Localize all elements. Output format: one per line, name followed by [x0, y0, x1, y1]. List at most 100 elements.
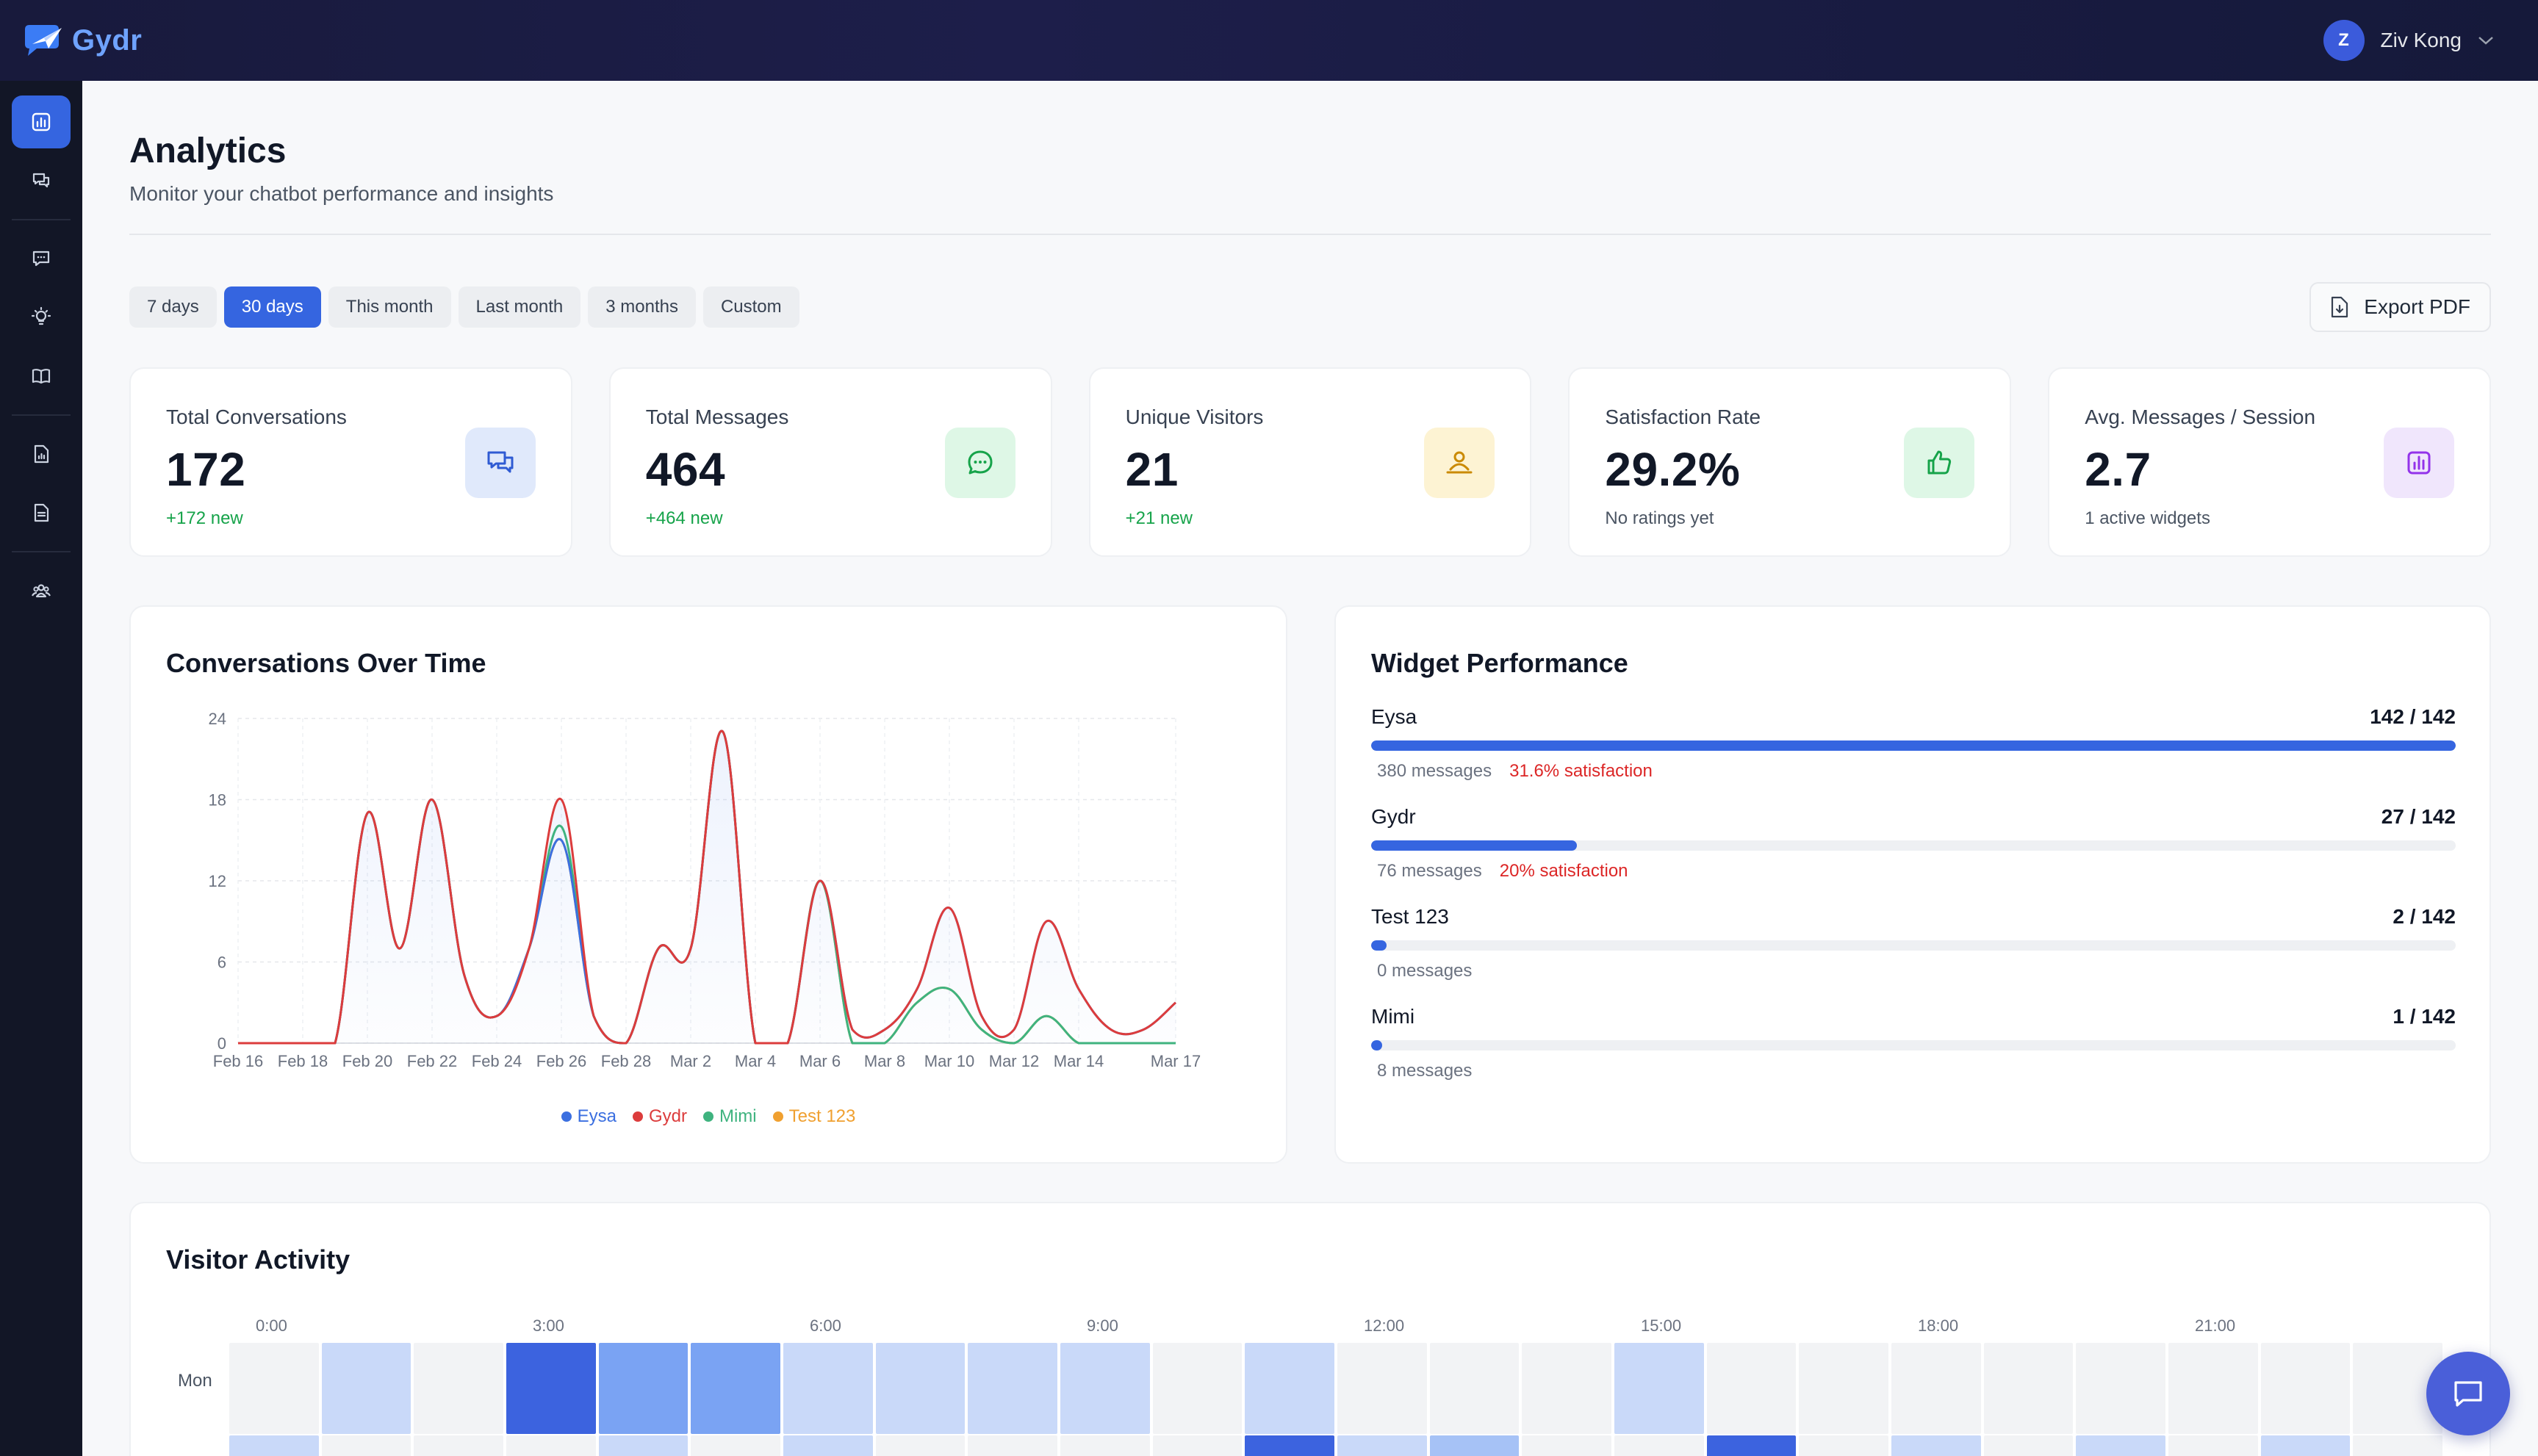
legend-item-test-123[interactable]: Test 123: [772, 1106, 855, 1127]
heatmap-cell[interactable]: [598, 1343, 689, 1434]
range-custom[interactable]: Custom: [702, 286, 799, 328]
heatmap-cell[interactable]: [1337, 1435, 1427, 1456]
conversations-line-chart[interactable]: 0 6 12 18 24 Feb 16 Feb 18 Feb 20 Feb 22 Feb 24 Fe…: [131, 607, 1289, 1106]
heatmap-cell[interactable]: [691, 1435, 780, 1456]
heatmap-cell[interactable]: [1799, 1435, 1888, 1456]
heatmap-cell[interactable]: [321, 1435, 411, 1456]
users-icon: [32, 584, 51, 598]
heatmap-cell[interactable]: [1152, 1435, 1243, 1456]
widget-name: Gydr: [1371, 805, 1416, 828]
sidebar-item-knowledge[interactable]: [12, 350, 71, 403]
heatmap-cell[interactable]: [2168, 1343, 2258, 1434]
heatmap-cell[interactable]: [2260, 1343, 2351, 1434]
heatmap-cell[interactable]: [2076, 1343, 2165, 1434]
heatmap-cell[interactable]: [1706, 1435, 1797, 1456]
heatmap-cell[interactable]: [2168, 1435, 2258, 1456]
heatmap-cell[interactable]: [1891, 1435, 1981, 1456]
heatmap-cell[interactable]: [968, 1435, 1057, 1456]
heatmap-cell[interactable]: [1522, 1435, 1611, 1456]
sidebar-item-reports[interactable]: [12, 428, 71, 480]
heatmap-cell[interactable]: [506, 1435, 596, 1456]
heatmap-cell[interactable]: [1614, 1343, 1704, 1434]
brand-logo[interactable]: Gydr: [22, 22, 142, 59]
stat-note: No ratings yet: [1605, 508, 1714, 528]
heatmap-cell[interactable]: [229, 1435, 319, 1456]
heatmap-cell[interactable]: [506, 1343, 596, 1434]
y-tick-label: 12: [209, 872, 226, 890]
sidebar-item-analytics[interactable]: [12, 95, 71, 148]
widget-progress-fill: [1371, 940, 1387, 951]
user-name[interactable]: Ziv Kong: [2380, 29, 2462, 51]
export-pdf-label: Export PDF: [2364, 295, 2470, 318]
hour-label: 21:00: [2195, 1316, 2236, 1335]
book-icon: [32, 369, 51, 384]
heatmap-cell[interactable]: [321, 1343, 411, 1434]
x-tick-label: Feb 18: [278, 1052, 328, 1070]
sidebar-item-team[interactable]: [12, 564, 71, 617]
legend-item-gydr[interactable]: Gydr: [632, 1106, 687, 1127]
range-3-months[interactable]: 3 months: [588, 286, 696, 328]
x-tick-label: Mar 17: [1151, 1052, 1201, 1070]
heatmap-cell[interactable]: [875, 1435, 966, 1456]
logo-icon: [25, 25, 62, 56]
heatmap-cell[interactable]: [1060, 1343, 1150, 1434]
chevron-down-icon[interactable]: [2478, 35, 2494, 46]
widget-progress-track: [1371, 840, 2456, 851]
heatmap-cell[interactable]: [1891, 1343, 1981, 1434]
heatmap-cell[interactable]: [1245, 1435, 1334, 1456]
range-this-month[interactable]: This month: [328, 286, 451, 328]
legend-item-mimi[interactable]: Mimi: [702, 1106, 757, 1127]
sidebar-item-conversations[interactable]: [12, 154, 71, 207]
widget-row-test-123[interactable]: Test 123 2 / 142 0 messages: [1371, 905, 2456, 981]
widget-performance-title: Widget Performance: [1371, 648, 1628, 678]
widget-progress-fill: [1371, 740, 2456, 751]
heatmap-cell[interactable]: [598, 1435, 689, 1456]
document-icon: [34, 503, 49, 522]
range-7-days[interactable]: 7 days: [129, 286, 217, 328]
sidebar-item-documents[interactable]: [12, 486, 71, 539]
user-menu[interactable]: Z Ziv Kong: [2323, 20, 2495, 61]
chat-launcher-button[interactable]: [2426, 1352, 2510, 1435]
heatmap-cell[interactable]: [1245, 1343, 1334, 1434]
visitor-activity-card: Visitor Activity 0:00 3:00 6:00 9:00 12:00 15…: [129, 1202, 2491, 1456]
heatmap-cell[interactable]: [2260, 1435, 2351, 1456]
legend-label: Mimi: [719, 1106, 757, 1126]
heatmap-cell[interactable]: [691, 1343, 780, 1434]
heatmap-cell[interactable]: [229, 1343, 319, 1434]
heatmap-cell[interactable]: [1983, 1435, 2074, 1456]
heatmap-cell[interactable]: [783, 1435, 873, 1456]
heatmap-cell[interactable]: [414, 1343, 503, 1434]
heatmap-cell[interactable]: [1152, 1343, 1243, 1434]
sidebar-item-messages[interactable]: [12, 232, 71, 285]
x-tick-label: Mar 2: [670, 1052, 711, 1070]
heatmap-cell[interactable]: [783, 1343, 873, 1434]
heatmap-cell[interactable]: [1522, 1343, 1611, 1434]
heatmap-cell[interactable]: [1983, 1343, 2074, 1434]
heatmap-cell[interactable]: [1429, 1435, 1520, 1456]
heatmap-cell[interactable]: [968, 1343, 1057, 1434]
avatar[interactable]: Z: [2323, 20, 2365, 61]
hour-label: 15:00: [1641, 1316, 1682, 1335]
legend-label: Gydr: [648, 1106, 687, 1126]
heatmap-cell[interactable]: [1706, 1343, 1797, 1434]
heatmap-cell[interactable]: [414, 1435, 503, 1456]
heatmap-cell[interactable]: [2076, 1435, 2165, 1456]
heatmap-cell[interactable]: [1429, 1343, 1520, 1434]
range-last-month[interactable]: Last month: [458, 286, 581, 328]
widget-row-gydr[interactable]: Gydr 27 / 142 76 messages 20% satisfaction: [1371, 805, 2456, 882]
heatmap-cell[interactable]: [1060, 1435, 1150, 1456]
stat-card-unique-visitors: Unique Visitors 21 +21 new: [1088, 367, 1532, 557]
heatmap-cell[interactable]: [1337, 1343, 1427, 1434]
x-tick-label: Mar 12: [989, 1052, 1039, 1070]
widget-row-mimi[interactable]: Mimi 1 / 142 8 messages: [1371, 1005, 2456, 1081]
sidebar-item-insights[interactable]: [12, 291, 71, 344]
stat-label: Total Conversations: [166, 406, 347, 428]
export-pdf-button[interactable]: Export PDF: [2309, 282, 2491, 332]
legend-item-eysa[interactable]: Eysa: [561, 1106, 616, 1127]
heatmap-cell[interactable]: [1799, 1343, 1888, 1434]
heatmap-cell[interactable]: [875, 1343, 966, 1434]
heatmap-cell[interactable]: [1614, 1435, 1704, 1456]
heatmap-cell[interactable]: [2353, 1435, 2442, 1456]
widget-row-eysa[interactable]: Eysa 142 / 142 380 messages 31.6% satisfac…: [1371, 705, 2456, 782]
range-30-days[interactable]: 30 days: [223, 286, 321, 328]
